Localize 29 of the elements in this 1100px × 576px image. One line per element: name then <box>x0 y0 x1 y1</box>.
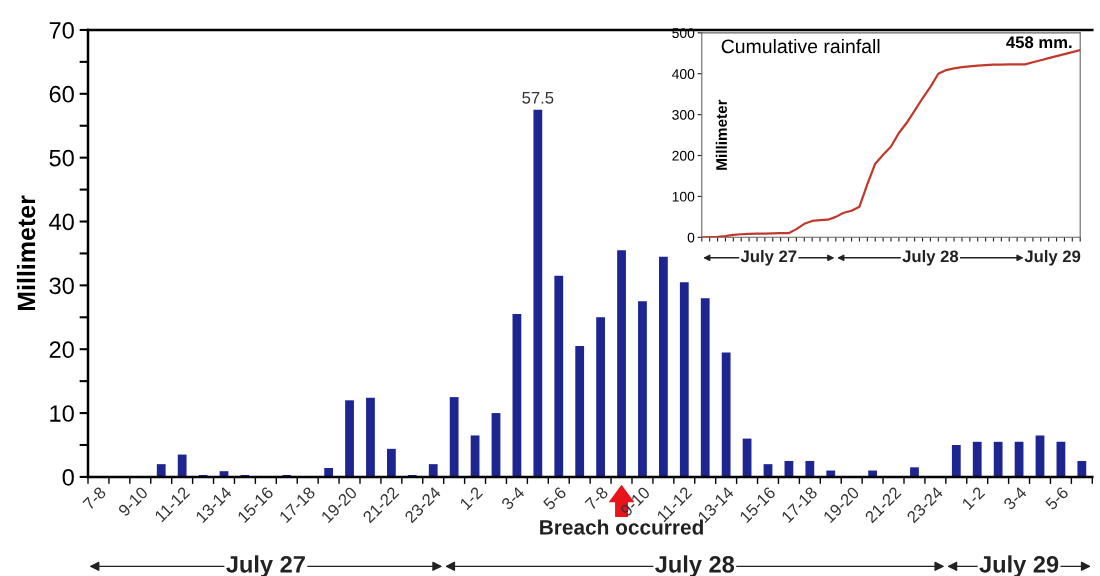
x-tick-label: 1-2 <box>459 486 484 510</box>
x-tick-label: 1-2 <box>961 486 986 510</box>
y-axis-title: Millimeter <box>715 99 727 170</box>
y-tick-label: 30 <box>49 277 74 295</box>
annotation: July 29 <box>1024 249 1081 266</box>
y-tick-label: 200 <box>672 150 695 161</box>
x-tick-label: 5-6 <box>542 486 567 511</box>
x-tick-label: 3-4 <box>500 485 526 511</box>
x-tick-label: 7-8 <box>584 486 609 511</box>
y-tick-label: 400 <box>672 69 695 79</box>
y-tick-label: 20 <box>49 341 74 359</box>
y-tick-label: 40 <box>49 213 74 231</box>
y-tick-label: 60 <box>49 85 74 103</box>
x-tick-label: 3-4 <box>1002 485 1028 511</box>
annotation: July 28 <box>902 249 959 266</box>
y-tick-label: 50 <box>49 149 74 167</box>
x-tick-label: 5-6 <box>1044 486 1070 511</box>
data-label: 57.5 <box>522 92 554 104</box>
annotation: 458 mm. <box>1006 36 1072 49</box>
y-tick-label: 10 <box>50 405 74 422</box>
chart-title: Cumulative rainfall <box>721 38 880 54</box>
y-tick-label: 300 <box>672 109 695 120</box>
y-tick-label: 70 <box>49 22 74 39</box>
x-tick-label: 7-8 <box>82 486 107 511</box>
y-tick-label: 0 <box>687 232 695 243</box>
y-axis-title: Millimeter <box>16 195 36 311</box>
y-tick-label: 0 <box>62 469 74 486</box>
annotation: July 27 <box>740 249 797 266</box>
y-tick-label: 100 <box>672 191 695 202</box>
